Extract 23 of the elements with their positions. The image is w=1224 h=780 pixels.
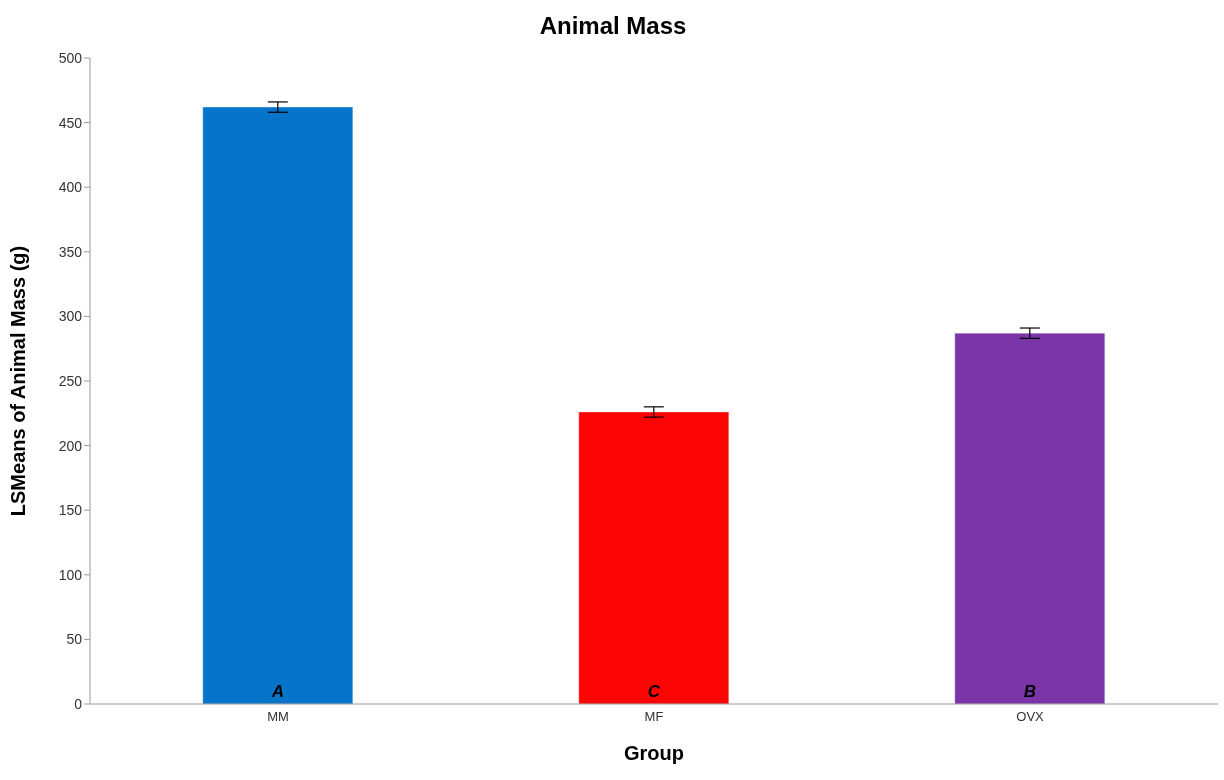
x-axis-title: Group [624,742,684,764]
y-tick-label: 300 [58,308,83,325]
x-tick-label: MF [644,709,664,725]
bar [202,106,354,704]
y-tick-label: 100 [58,566,83,583]
annotation: C [647,682,661,702]
y-tick-label: 500 [58,49,83,66]
y-tick-label: 200 [58,437,83,454]
y-axis-title: LSMeans of Animal Mass (g) [7,245,30,517]
bar [578,411,730,704]
y-tick-label: 50 [66,631,83,648]
chart-title: Animal Mass [538,11,688,41]
y-tick-label: 0 [74,695,83,712]
y-tick-label: 400 [58,179,83,196]
annotation: A [270,682,285,702]
annotation: B [1023,682,1037,702]
bar [954,332,1106,704]
x-tick-label: OVX [1016,709,1045,725]
x-tick-label: MM [267,709,289,725]
y-tick-label: 250 [58,372,83,389]
y-tick-label: 450 [58,114,83,131]
y-tick-label: 150 [58,502,83,519]
y-tick-label: 350 [58,243,83,260]
